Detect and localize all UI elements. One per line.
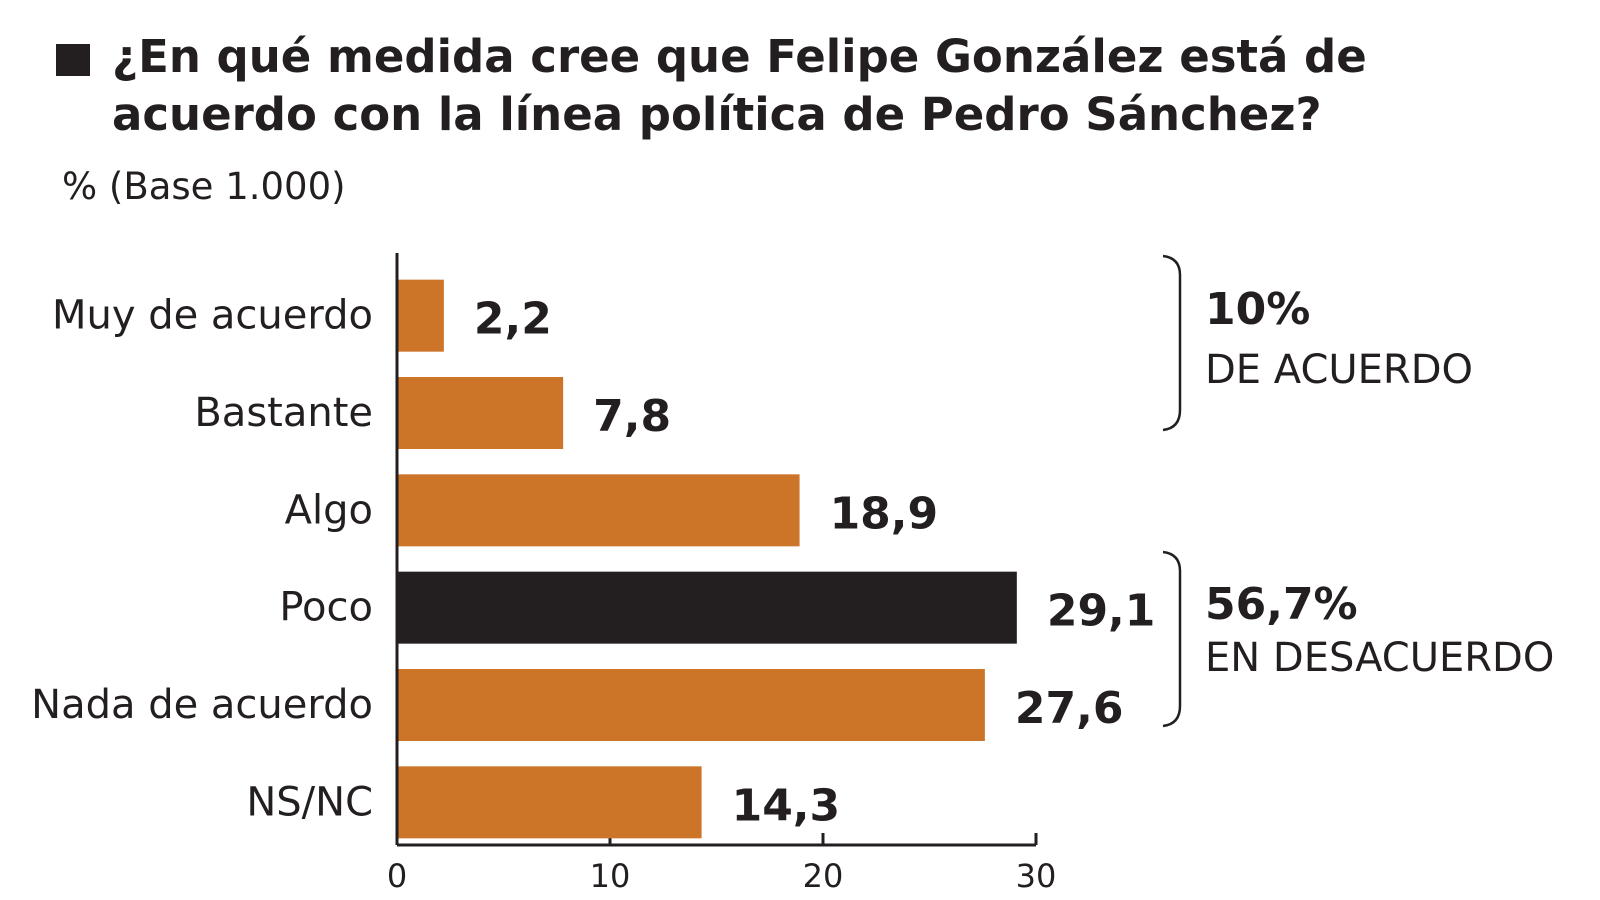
y-tick-label: NS/NC: [246, 779, 373, 825]
annotation: EN DESACUERDO: [1205, 635, 1554, 681]
y-tick-label: Nada de acuerdo: [31, 682, 373, 728]
value-label: 7,8: [593, 391, 671, 442]
y-tick-label: Algo: [285, 487, 373, 533]
chart-title: ¿En qué medida cree que Felipe González …: [112, 30, 1367, 141]
bracket: [1162, 550, 1182, 728]
bar: [397, 766, 702, 839]
x-tick-label: 0: [387, 857, 407, 895]
x-tick-label: 30: [1016, 857, 1057, 895]
bar: [397, 377, 564, 449]
value-label: 2,2: [474, 294, 552, 345]
annotation: DE ACUERDO: [1205, 347, 1473, 393]
annotation: 10%: [1205, 284, 1310, 335]
chart-subtitle: % (Base 1.000): [62, 165, 346, 208]
value-label: 14,3: [732, 780, 841, 831]
y-tick-label: Bastante: [194, 390, 373, 436]
x-tick-label: 10: [590, 857, 631, 895]
value-label: 18,9: [830, 488, 939, 539]
y-tick-label: Muy de acuerdo: [52, 293, 373, 339]
bar: [397, 669, 985, 741]
value-label: 27,6: [1015, 683, 1124, 734]
title-marker: [56, 44, 90, 76]
bar: [397, 474, 800, 547]
y-tick-label: Poco: [279, 585, 373, 631]
bar: [397, 279, 444, 352]
bar: [397, 571, 1017, 644]
value-label: 29,1: [1047, 586, 1156, 637]
x-tick-label: 20: [803, 857, 844, 895]
bracket: [1162, 254, 1182, 432]
annotation: 56,7%: [1205, 579, 1358, 630]
